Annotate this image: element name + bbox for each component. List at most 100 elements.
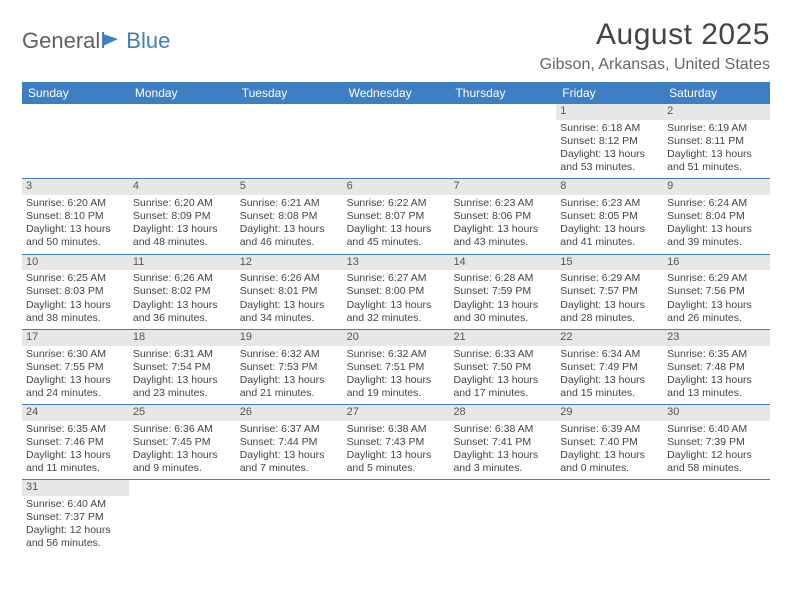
day-number: 11 <box>129 255 236 271</box>
day-empty <box>449 480 556 554</box>
day-sunset: Sunset: 7:46 PM <box>26 436 125 449</box>
day-sunrise: Sunrise: 6:29 AM <box>560 272 659 285</box>
day-number: 5 <box>236 179 343 195</box>
day-cell: 8Sunrise: 6:23 AMSunset: 8:05 PMDaylight… <box>556 179 663 253</box>
day-cell: 23Sunrise: 6:35 AMSunset: 7:48 PMDayligh… <box>663 330 770 404</box>
day-number: 22 <box>556 330 663 346</box>
day-number: 28 <box>449 405 556 421</box>
day-empty <box>343 104 450 178</box>
calendar: SundayMondayTuesdayWednesdayThursdayFrid… <box>22 82 770 555</box>
day-sunset: Sunset: 7:41 PM <box>453 436 552 449</box>
day-sunrise: Sunrise: 6:20 AM <box>26 197 125 210</box>
day-empty <box>343 480 450 554</box>
week-row: 24Sunrise: 6:35 AMSunset: 7:46 PMDayligh… <box>22 405 770 480</box>
day-empty <box>236 104 343 178</box>
title-block: August 2025 Gibson, Arkansas, United Sta… <box>540 18 770 74</box>
day-sunset: Sunset: 7:51 PM <box>347 361 446 374</box>
day-cell: 11Sunrise: 6:26 AMSunset: 8:02 PMDayligh… <box>129 255 236 329</box>
day-sunset: Sunset: 8:00 PM <box>347 285 446 298</box>
day-number: 9 <box>663 179 770 195</box>
day-number: 26 <box>236 405 343 421</box>
logo: General Blue <box>22 18 170 54</box>
day-sunset: Sunset: 8:06 PM <box>453 210 552 223</box>
day-number: 23 <box>663 330 770 346</box>
day-number: 4 <box>129 179 236 195</box>
day-number: 7 <box>449 179 556 195</box>
day-daylight: Daylight: 13 hours and 41 minutes. <box>560 223 659 249</box>
day-daylight: Daylight: 13 hours and 11 minutes. <box>26 449 125 475</box>
day-cell: 1Sunrise: 6:18 AMSunset: 8:12 PMDaylight… <box>556 104 663 178</box>
weekday-row: SundayMondayTuesdayWednesdayThursdayFrid… <box>22 82 770 104</box>
day-sunrise: Sunrise: 6:35 AM <box>26 423 125 436</box>
day-cell: 22Sunrise: 6:34 AMSunset: 7:49 PMDayligh… <box>556 330 663 404</box>
day-daylight: Daylight: 13 hours and 46 minutes. <box>240 223 339 249</box>
day-daylight: Daylight: 13 hours and 23 minutes. <box>133 374 232 400</box>
day-sunset: Sunset: 8:12 PM <box>560 135 659 148</box>
day-sunrise: Sunrise: 6:25 AM <box>26 272 125 285</box>
day-sunrise: Sunrise: 6:29 AM <box>667 272 766 285</box>
day-empty <box>556 480 663 554</box>
weeks-container: 1Sunrise: 6:18 AMSunset: 8:12 PMDaylight… <box>22 104 770 555</box>
week-row: 3Sunrise: 6:20 AMSunset: 8:10 PMDaylight… <box>22 179 770 254</box>
day-sunrise: Sunrise: 6:18 AM <box>560 122 659 135</box>
day-cell: 14Sunrise: 6:28 AMSunset: 7:59 PMDayligh… <box>449 255 556 329</box>
day-cell: 24 Sunrise: 6:35 AMSunset: 7:46 PMDayligh… <box>22 405 129 479</box>
day-daylight: Daylight: 13 hours and 15 minutes. <box>560 374 659 400</box>
day-sunrise: Sunrise: 6:32 AM <box>240 348 339 361</box>
day-daylight: Daylight: 13 hours and 17 minutes. <box>453 374 552 400</box>
day-sunrise: Sunrise: 6:22 AM <box>347 197 446 210</box>
day-daylight: Daylight: 13 hours and 48 minutes. <box>133 223 232 249</box>
day-number: 17 <box>22 330 129 346</box>
day-cell: 27Sunrise: 6:38 AMSunset: 7:43 PMDayligh… <box>343 405 450 479</box>
day-sunrise: Sunrise: 6:21 AM <box>240 197 339 210</box>
weekday-saturday: Saturday <box>663 82 770 104</box>
day-sunset: Sunset: 7:57 PM <box>560 285 659 298</box>
day-daylight: Daylight: 13 hours and 50 minutes. <box>26 223 125 249</box>
day-daylight: Daylight: 13 hours and 34 minutes. <box>240 299 339 325</box>
day-number: 29 <box>556 405 663 421</box>
day-sunrise: Sunrise: 6:36 AM <box>133 423 232 436</box>
day-sunrise: Sunrise: 6:32 AM <box>347 348 446 361</box>
day-sunset: Sunset: 8:10 PM <box>26 210 125 223</box>
day-number: 8 <box>556 179 663 195</box>
day-cell: 25Sunrise: 6:36 AMSunset: 7:45 PMDayligh… <box>129 405 236 479</box>
day-number: 10 <box>22 255 129 271</box>
day-sunset: Sunset: 8:03 PM <box>26 285 125 298</box>
day-empty <box>236 480 343 554</box>
day-cell: 12Sunrise: 6:26 AMSunset: 8:01 PMDayligh… <box>236 255 343 329</box>
day-cell: 15Sunrise: 6:29 AMSunset: 7:57 PMDayligh… <box>556 255 663 329</box>
day-cell: 10Sunrise: 6:25 AMSunset: 8:03 PMDayligh… <box>22 255 129 329</box>
day-sunset: Sunset: 8:02 PM <box>133 285 232 298</box>
day-cell: 17Sunrise: 6:30 AMSunset: 7:55 PMDayligh… <box>22 330 129 404</box>
day-cell: 5Sunrise: 6:21 AMSunset: 8:08 PMDaylight… <box>236 179 343 253</box>
day-sunrise: Sunrise: 6:20 AM <box>133 197 232 210</box>
day-cell: 2Sunrise: 6:19 AMSunset: 8:11 PMDaylight… <box>663 104 770 178</box>
day-number: 6 <box>343 179 450 195</box>
day-cell: 29Sunrise: 6:39 AMSunset: 7:40 PMDayligh… <box>556 405 663 479</box>
day-daylight: Daylight: 13 hours and 51 minutes. <box>667 148 766 174</box>
week-row: 1Sunrise: 6:18 AMSunset: 8:12 PMDaylight… <box>22 104 770 179</box>
day-sunset: Sunset: 7:59 PM <box>453 285 552 298</box>
day-daylight: Daylight: 13 hours and 9 minutes. <box>133 449 232 475</box>
day-number: 30 <box>663 405 770 421</box>
day-daylight: Daylight: 13 hours and 32 minutes. <box>347 299 446 325</box>
day-sunset: Sunset: 8:01 PM <box>240 285 339 298</box>
day-cell: 7Sunrise: 6:23 AMSunset: 8:06 PMDaylight… <box>449 179 556 253</box>
day-sunrise: Sunrise: 6:34 AM <box>560 348 659 361</box>
weekday-friday: Friday <box>556 82 663 104</box>
day-number: 24 <box>22 405 129 421</box>
weekday-monday: Monday <box>129 82 236 104</box>
day-daylight: Daylight: 13 hours and 19 minutes. <box>347 374 446 400</box>
day-number: 15 <box>556 255 663 271</box>
day-sunset: Sunset: 7:50 PM <box>453 361 552 374</box>
weekday-tuesday: Tuesday <box>236 82 343 104</box>
day-sunset: Sunset: 7:44 PM <box>240 436 339 449</box>
week-row: 10Sunrise: 6:25 AMSunset: 8:03 PM Dayligh… <box>22 255 770 330</box>
day-cell: 6Sunrise: 6:22 AMSunset: 8:07 PMDaylight… <box>343 179 450 253</box>
day-daylight: Daylight: 13 hours and 7 minutes. <box>240 449 339 475</box>
day-daylight: Daylight: 13 hours and 53 minutes. <box>560 148 659 174</box>
day-sunrise: Sunrise: 6:35 AM <box>667 348 766 361</box>
day-cell: 26Sunrise: 6:37 AMSunset: 7:44 PMDayligh… <box>236 405 343 479</box>
day-cell: 4Sunrise: 6:20 AMSunset: 8:09 PMDaylight… <box>129 179 236 253</box>
day-sunset: Sunset: 7:40 PM <box>560 436 659 449</box>
